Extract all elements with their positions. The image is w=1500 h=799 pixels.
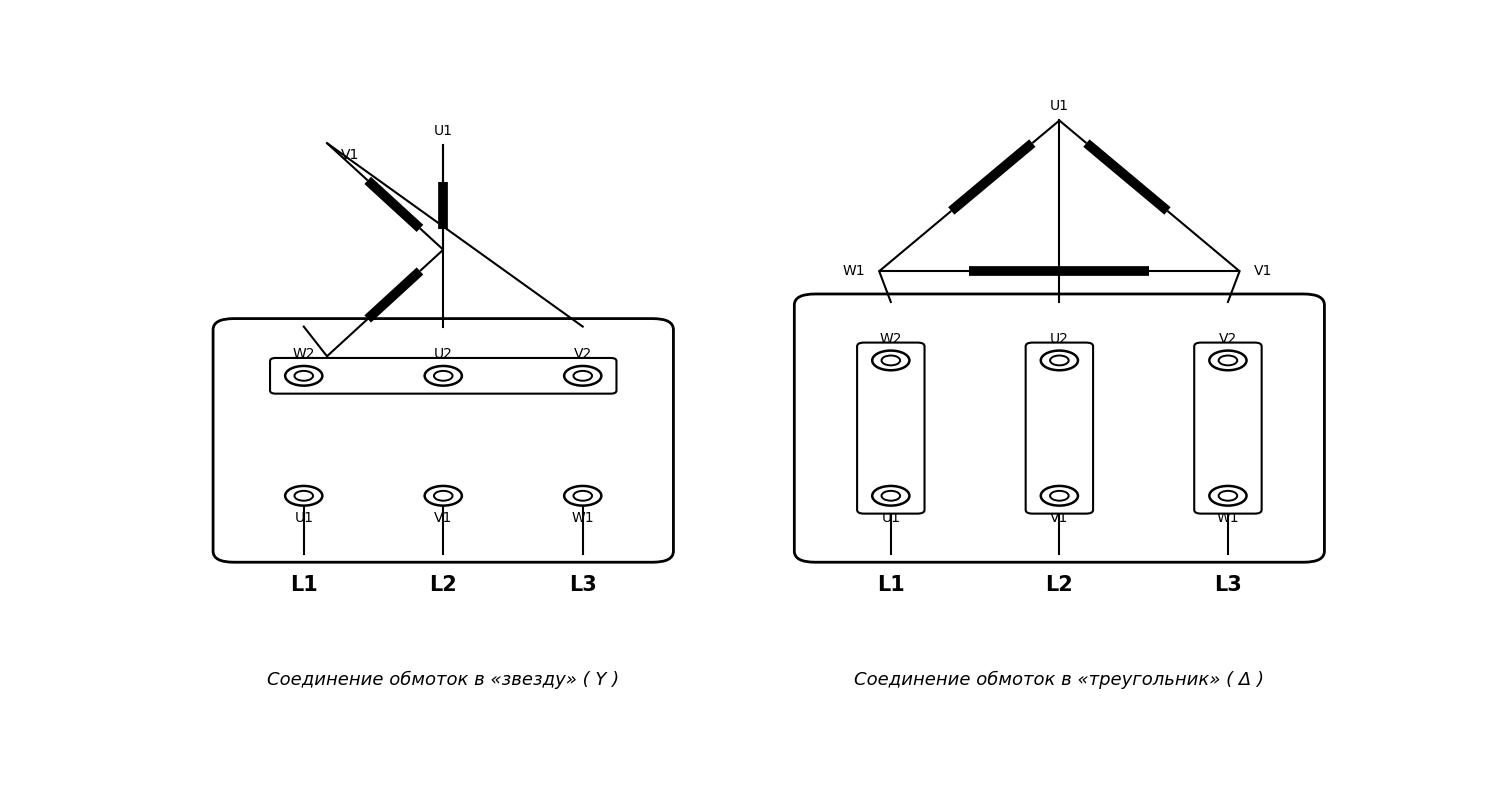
FancyBboxPatch shape [213, 319, 674, 562]
Text: W1: W1 [291, 361, 314, 376]
FancyBboxPatch shape [856, 343, 924, 514]
Text: V1: V1 [1050, 511, 1068, 525]
Text: W2: W2 [292, 347, 315, 361]
Text: V2: V2 [573, 347, 592, 361]
Text: Соединение обмоток в «звезду» ( Y ): Соединение обмоток в «звезду» ( Y ) [267, 671, 620, 690]
Text: V2: V2 [1220, 332, 1238, 346]
Text: W1: W1 [1216, 511, 1239, 525]
Text: L1: L1 [290, 575, 318, 595]
FancyBboxPatch shape [1194, 343, 1262, 514]
Text: V1: V1 [1254, 264, 1272, 278]
Text: L2: L2 [1046, 575, 1074, 595]
Text: U2: U2 [1050, 332, 1070, 346]
Text: Соединение обмоток в «треугольник» ( Δ ): Соединение обмоток в «треугольник» ( Δ ) [855, 671, 1264, 690]
Text: L3: L3 [1214, 575, 1242, 595]
Text: L1: L1 [878, 575, 904, 595]
Text: U1: U1 [294, 511, 314, 525]
Text: W1: W1 [572, 511, 594, 525]
Text: U2: U2 [433, 347, 453, 361]
Text: V1: V1 [433, 511, 453, 525]
FancyBboxPatch shape [1026, 343, 1094, 514]
Text: U1: U1 [1050, 99, 1070, 113]
FancyBboxPatch shape [795, 294, 1324, 562]
FancyBboxPatch shape [270, 358, 616, 394]
Text: U1: U1 [433, 124, 453, 137]
Text: L3: L3 [568, 575, 597, 595]
Text: W2: W2 [879, 332, 902, 346]
Text: U1: U1 [882, 511, 900, 525]
Text: V1: V1 [340, 148, 360, 162]
Text: W1: W1 [843, 264, 866, 278]
Text: L2: L2 [429, 575, 457, 595]
